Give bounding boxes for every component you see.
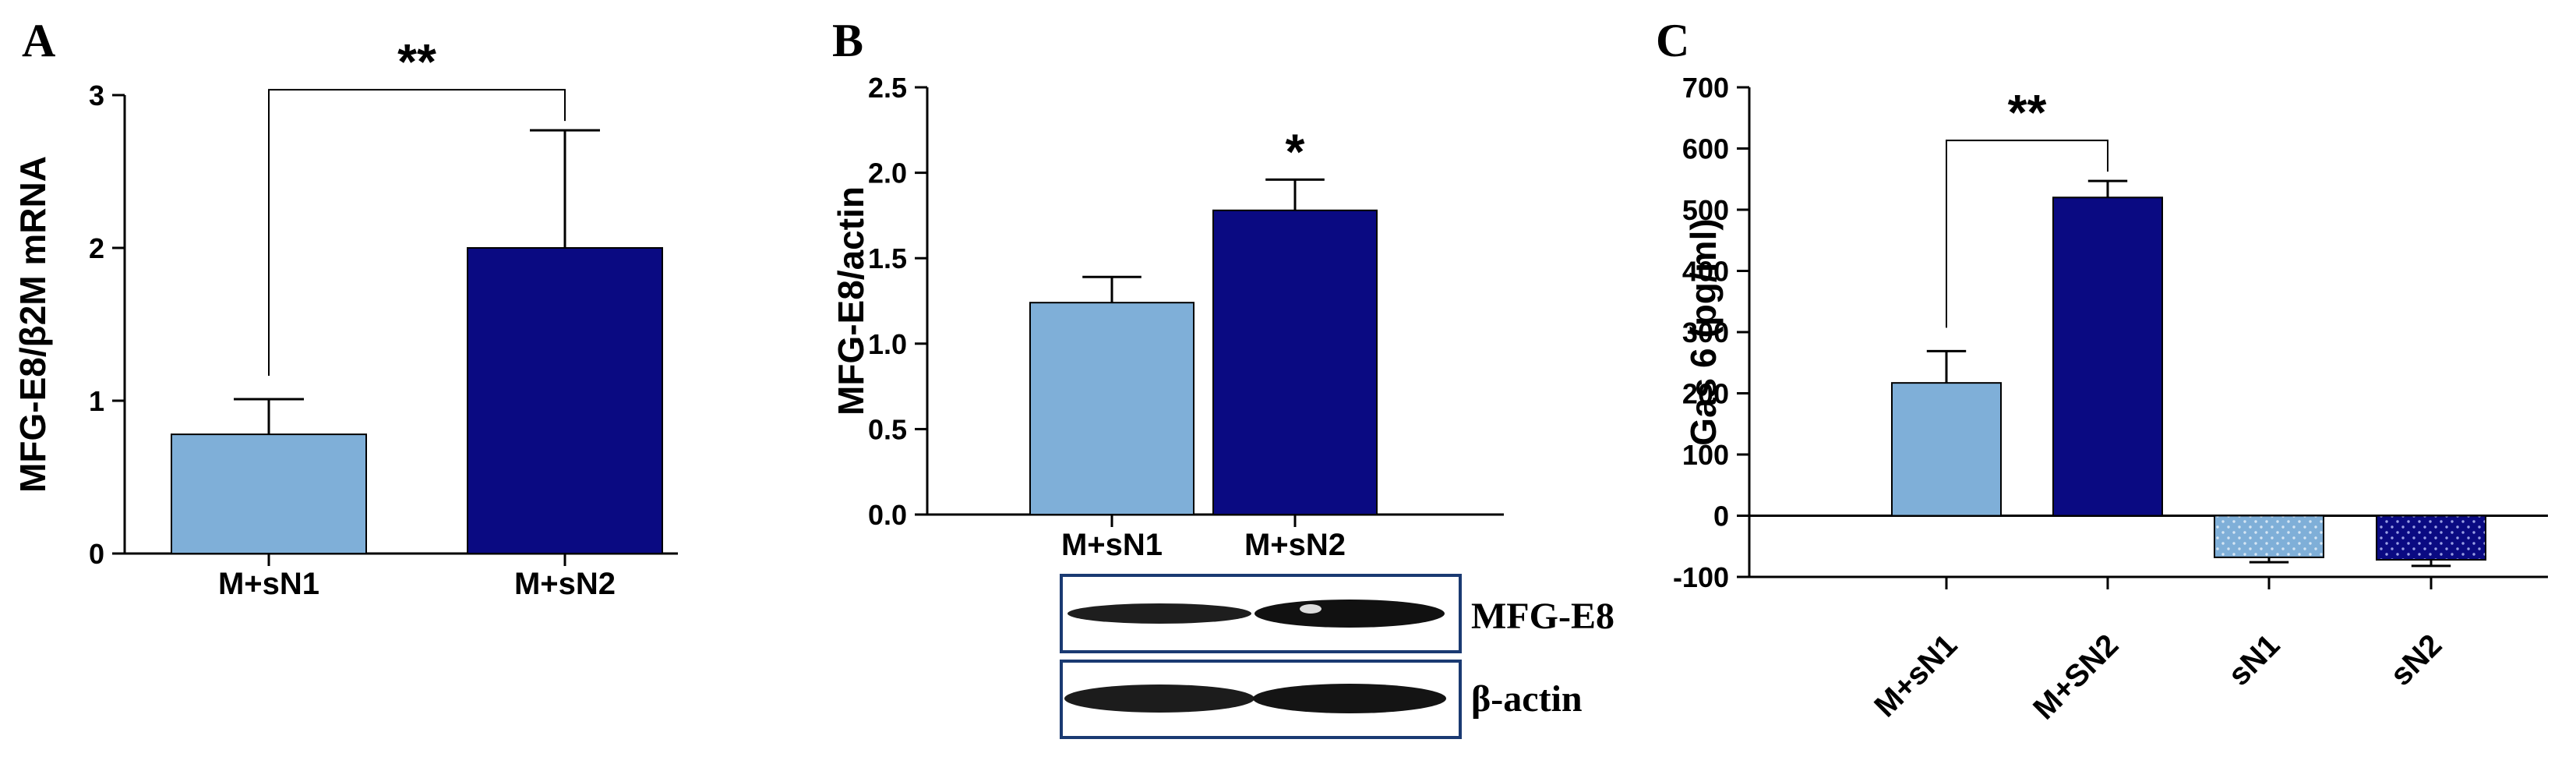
y-axis-label: MFG-E8/β2M mRNA	[12, 156, 53, 493]
significance-bracket	[1946, 140, 2108, 328]
panel-letter-a: A	[22, 15, 55, 66]
y-tick-label: 700	[1682, 72, 1729, 104]
bar-m-sn2	[467, 247, 663, 554]
x-tick-label: M+sN1	[218, 567, 319, 601]
blot-band-actin-lane1	[1064, 684, 1254, 713]
bar-m-sn1	[1891, 382, 2002, 517]
bar-m-sn1	[1029, 302, 1194, 515]
blot-label-beta-actin: β-actin	[1471, 678, 1583, 720]
panel-letter-c: C	[1656, 15, 1689, 66]
y-tick-label: 2.5	[868, 72, 907, 104]
y-tick-label: 200	[1682, 378, 1729, 410]
y-tick-label: 1	[89, 385, 104, 417]
y-axis-label: Gas 6 (pg/ml)	[1683, 218, 1724, 445]
significance-label: **	[397, 34, 436, 90]
bar-sn2	[2376, 515, 2486, 561]
y-tick-label: 400	[1682, 256, 1729, 288]
y-tick-label: 2.0	[868, 157, 907, 189]
bar-m-sn2	[2052, 196, 2163, 517]
y-tick-label: 0	[89, 538, 104, 570]
y-tick-label: 2	[89, 232, 104, 264]
y-tick-label: 1.5	[868, 242, 907, 274]
y-tick-label: -100	[1673, 561, 1729, 593]
blot-band-mfg-e8-lane1	[1067, 603, 1251, 624]
y-tick-label: 300	[1682, 317, 1729, 348]
y-tick-label: 0.5	[868, 413, 907, 445]
blot-band-mfg-e8-spot	[1300, 604, 1322, 614]
significance-bracket	[268, 89, 566, 377]
x-tick-label: M+sN2	[514, 567, 616, 601]
significance-label: **	[2008, 84, 2047, 140]
blot-label-mfg-e8: MFG-E8	[1471, 596, 1614, 637]
chart-b: 0.0 0.5 1.0 1.5 2.0 2.5 MFG-E8/actin M+sN1 M+sN2…	[831, 72, 1504, 562]
y-tick-label: 1.0	[868, 328, 907, 360]
y-tick-label: 100	[1682, 439, 1729, 471]
chart-a: 0 1 2 3 MFG-E8/β2M mRNA M+sN1 M+sN2 **	[12, 34, 678, 601]
x-tick-label: sN2	[2384, 628, 2448, 692]
bar-sn1	[2214, 515, 2324, 558]
x-tick-label: M+sN2	[1244, 528, 1346, 562]
blot-band-mfg-e8-lane2	[1254, 600, 1445, 628]
bar-m-sn1	[171, 433, 367, 554]
blot-band-actin-lane2	[1253, 684, 1446, 713]
panel-letter-b: B	[832, 15, 863, 66]
y-tick-label: 3	[89, 80, 104, 111]
y-tick-label: 600	[1682, 133, 1729, 165]
x-tick-label: sN1	[2221, 628, 2286, 692]
x-tick-label: M+sN1	[1061, 528, 1163, 562]
chart-c: -100 0 100 200 300 400 500 600 700 Gas 6 (pg/ml) M…	[1673, 72, 2548, 726]
western-blot: MFG-E8 β-actin	[1060, 574, 1614, 739]
y-axis-label: MFG-E8/actin	[831, 186, 871, 416]
x-tick-label: M+SN2	[2027, 628, 2125, 726]
x-tick-label: M+sN1	[1868, 628, 1964, 723]
y-tick-label: 0	[1713, 501, 1729, 532]
significance-label: *	[1286, 123, 1305, 179]
y-tick-label: 500	[1682, 194, 1729, 226]
y-tick-label: 0.0	[868, 499, 907, 531]
bar-m-sn2	[1212, 209, 1378, 515]
